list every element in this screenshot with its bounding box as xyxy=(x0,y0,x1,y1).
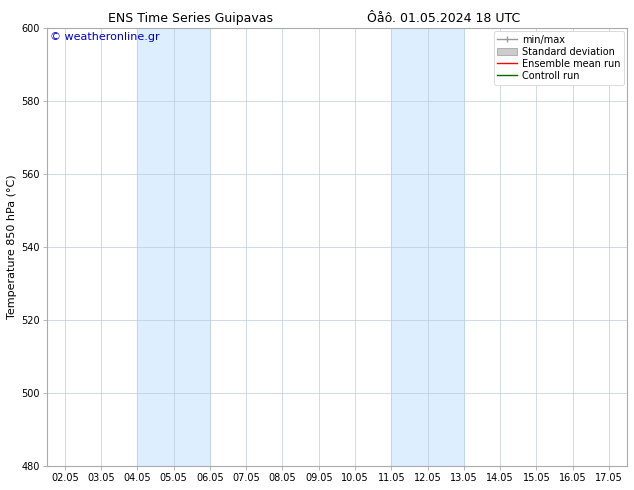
Text: © weatheronline.gr: © weatheronline.gr xyxy=(49,32,159,43)
Text: Ôåô. 01.05.2024 18 UTC: Ôåô. 01.05.2024 18 UTC xyxy=(367,12,521,25)
Text: ENS Time Series Guipavas: ENS Time Series Guipavas xyxy=(108,12,273,25)
Bar xyxy=(138,28,210,466)
Legend: min/max, Standard deviation, Ensemble mean run, Controll run: min/max, Standard deviation, Ensemble me… xyxy=(493,31,624,85)
Bar xyxy=(391,28,464,466)
Y-axis label: Temperature 850 hPa (°C): Temperature 850 hPa (°C) xyxy=(7,175,17,319)
